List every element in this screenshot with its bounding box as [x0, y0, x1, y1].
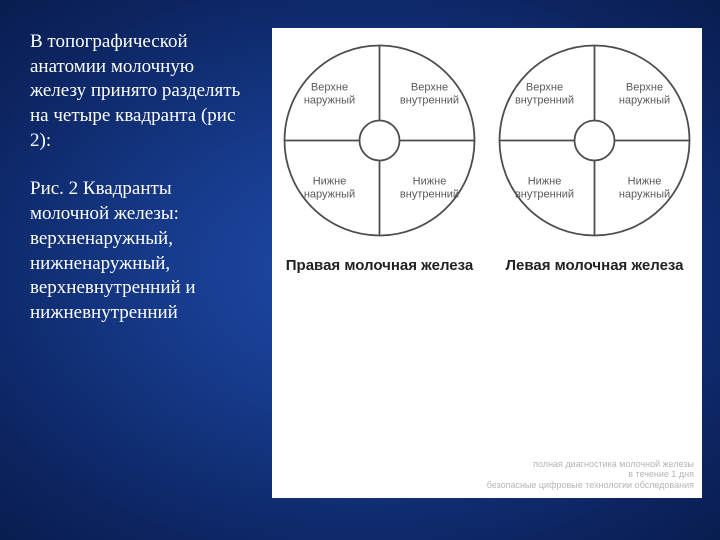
inner-circle [575, 121, 615, 161]
footer-note: полная диагностика молочной железы в теч… [487, 459, 694, 490]
q-top-right-l2: внутренний [400, 95, 459, 107]
q-top-right-l1: Верхне [411, 82, 448, 94]
body-text: В топографической анатомии молочную желе… [30, 30, 250, 350]
q-bot-right-l1: Нижне [413, 176, 447, 188]
figure-panel: Верхне наружный Верхне внутренний Нижне … [272, 28, 702, 498]
q-top-left-l2: наружный [304, 95, 355, 107]
q-bot-left-l2: наружный [304, 189, 355, 201]
q-top-left-l1: Верхне [311, 82, 348, 94]
circle-right-breast: Верхне наружный Верхне внутренний Нижне … [277, 38, 482, 274]
quadrant-diagram-right: Верхне наружный Верхне внутренний Нижне … [277, 38, 482, 243]
quadrant-diagram-left: Верхне внутренний Верхне наружный Нижне … [492, 38, 697, 243]
inner-circle [360, 121, 400, 161]
q-top-right-l1: Верхне [626, 82, 663, 94]
caption-left-breast: Левая молочная железа [505, 257, 683, 274]
footer-line-3: безопасные цифровые технологии обследова… [487, 480, 694, 490]
q-bot-right-l2: внутренний [400, 189, 459, 201]
circles-row: Верхне наружный Верхне внутренний Нижне … [272, 28, 702, 274]
caption-right-breast: Правая молочная железа [286, 257, 473, 274]
q-bot-left-l1: Нижне [528, 176, 562, 188]
q-bot-right-l2: наружный [619, 189, 670, 201]
paragraph-intro: В топографической анатомии молочную желе… [30, 30, 250, 153]
q-bot-left-l1: Нижне [313, 176, 347, 188]
footer-line-2: в течение 1 дня [487, 469, 694, 479]
q-top-left-l2: внутренний [515, 95, 574, 107]
circle-left-breast: Верхне внутренний Верхне наружный Нижне … [492, 38, 697, 274]
q-bot-right-l1: Нижне [628, 176, 662, 188]
q-bot-left-l2: внутренний [515, 189, 574, 201]
paragraph-caption: Рис. 2 Квадранты молочной железы: верхне… [30, 177, 250, 325]
slide: В топографической анатомии молочную желе… [0, 0, 720, 540]
q-top-right-l2: наружный [619, 95, 670, 107]
q-top-left-l1: Верхне [526, 82, 563, 94]
footer-line-1: полная диагностика молочной железы [487, 459, 694, 469]
